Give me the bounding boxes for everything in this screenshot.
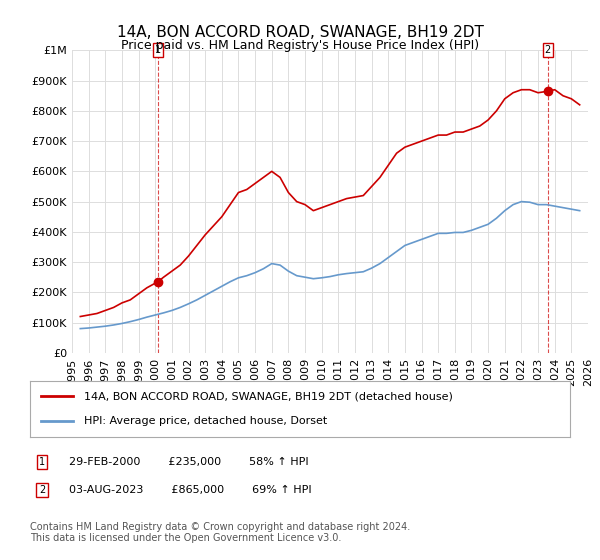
Text: 1: 1 [39,457,45,467]
Text: 1: 1 [155,45,161,55]
Text: 29-FEB-2000        £235,000        58% ↑ HPI: 29-FEB-2000 £235,000 58% ↑ HPI [69,457,308,467]
Text: Price paid vs. HM Land Registry's House Price Index (HPI): Price paid vs. HM Land Registry's House … [121,39,479,52]
Text: 03-AUG-2023        £865,000        69% ↑ HPI: 03-AUG-2023 £865,000 69% ↑ HPI [69,485,311,495]
Text: Contains HM Land Registry data © Crown copyright and database right 2024.
This d: Contains HM Land Registry data © Crown c… [30,521,410,543]
Text: 2: 2 [39,485,45,495]
Text: HPI: Average price, detached house, Dorset: HPI: Average price, detached house, Dors… [84,416,327,426]
Text: 14A, BON ACCORD ROAD, SWANAGE, BH19 2DT: 14A, BON ACCORD ROAD, SWANAGE, BH19 2DT [116,25,484,40]
Text: 14A, BON ACCORD ROAD, SWANAGE, BH19 2DT (detached house): 14A, BON ACCORD ROAD, SWANAGE, BH19 2DT … [84,391,453,402]
Text: 2: 2 [545,45,551,55]
